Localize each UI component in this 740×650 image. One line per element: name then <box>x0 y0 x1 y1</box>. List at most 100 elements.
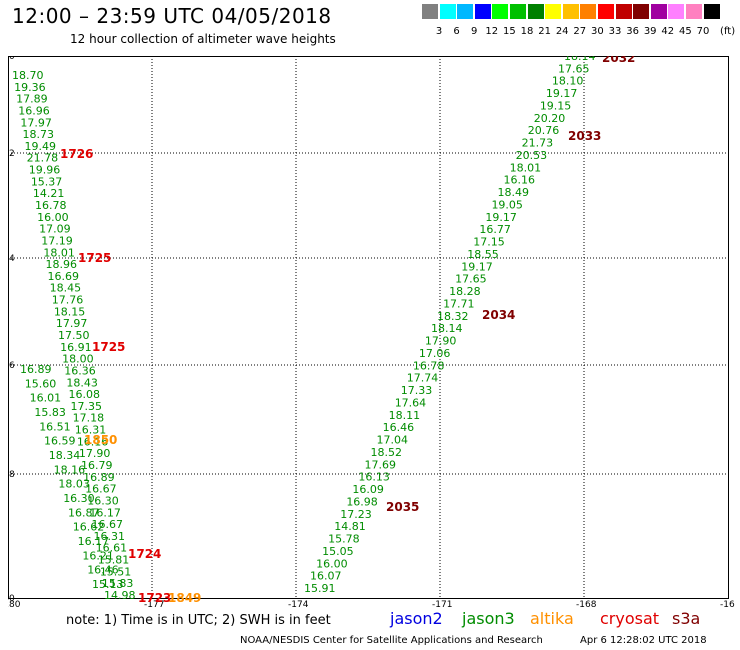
wave-height-value: 17.33 <box>401 384 433 397</box>
colorbar-label: 24 <box>555 26 569 37</box>
colorbar-label: 70 <box>696 26 710 37</box>
wave-height-value: 16.46 <box>383 421 415 434</box>
wave-height-value: 16.91 <box>60 341 92 354</box>
wave-height-value: 17.76 <box>52 294 84 307</box>
wave-height-value: 16.30 <box>63 492 94 505</box>
wave-height-value: 16.21 <box>82 549 114 562</box>
wave-height-value: 15.81 <box>98 554 129 567</box>
wave-height-value: 16.36 <box>64 364 96 377</box>
wave-height-value: 17.65 <box>455 273 487 286</box>
colorbar-swatch <box>615 4 632 19</box>
pass-time-label: 2033 <box>568 129 601 143</box>
footer-note: note: 1) Time is in UTC; 2) SWH is in fe… <box>66 613 331 628</box>
wave-height-value: 17.71 <box>443 297 475 310</box>
wave-height-value: 17.35 <box>71 400 103 413</box>
map-frame <box>8 56 729 599</box>
colorbar-label: 45 <box>679 26 692 37</box>
wave-height-value: 17.50 <box>58 329 90 342</box>
pass-time-label: 1723 <box>138 591 171 605</box>
colorbar-label: 21 <box>538 26 551 37</box>
wave-height-value: 17.04 <box>377 434 409 447</box>
wave-height-value: 16.87 <box>68 506 100 519</box>
wave-height-value: 15.37 <box>31 175 63 188</box>
lon-tick-label: -171 <box>432 600 452 608</box>
wave-height-value: 18.34 <box>49 449 81 462</box>
wave-height-value: 17.15 <box>473 236 505 249</box>
colorbar-swatch <box>474 4 491 19</box>
colorbar-swatch <box>580 4 597 19</box>
wave-height-value: 15.91 <box>304 582 336 595</box>
wave-height-value: 16.31 <box>75 424 107 437</box>
wave-height-value: 16.09 <box>352 483 384 496</box>
wave-height-value: 19.17 <box>461 260 493 273</box>
wave-height-value: 17.18 <box>73 412 105 425</box>
track-left: 18.7019.3617.8916.9617.9718.7319.4921.78… <box>12 69 136 602</box>
pass-time-label: 2035 <box>386 500 419 514</box>
wave-height-value: 21.78 <box>27 152 59 165</box>
colorbar-swatch <box>439 4 456 19</box>
colorbar-swatch <box>650 4 667 19</box>
lat-tick-label: -52 <box>8 149 15 159</box>
wave-height-value: 16.98 <box>346 495 378 508</box>
colorbar-label: 30 <box>591 26 604 37</box>
satellite-legend-jason2: jason2 <box>390 609 443 628</box>
wave-height-value: 16.96 <box>18 104 50 117</box>
satellite-legend-jason3: jason3 <box>462 609 515 628</box>
wave-height-value: 17.90 <box>79 447 111 460</box>
colorbar-swatch <box>527 4 544 19</box>
wave-height-value: 16.01 <box>30 392 61 405</box>
wave-height-value: 16.31 <box>94 530 126 543</box>
pass-time-label: 2032 <box>602 56 635 65</box>
page-subtitle: 12 hour collection of altimeter wave hei… <box>70 32 336 46</box>
satellite-legend-cryosat: cryosat <box>600 609 660 628</box>
wave-height-value: 16.69 <box>48 270 80 283</box>
wave-height-value: 17.06 <box>419 347 451 360</box>
generated-timestamp: Apr 6 12:28:02 UTC 2018 <box>580 635 707 646</box>
wave-height-value: 17.69 <box>364 458 396 471</box>
wave-height-value: 14.98 <box>104 589 136 602</box>
wave-height-value: 18.10 <box>552 75 584 88</box>
lat-tick-label: -50 <box>8 56 15 62</box>
wave-height-value: 16.78 <box>35 199 67 212</box>
colorbar-label: 39 <box>643 26 657 37</box>
lat-tick-label: -60 <box>8 594 15 604</box>
colorbar-swatch <box>686 4 702 19</box>
wave-height-value: 19.36 <box>14 81 46 94</box>
pass-time-label: 1850 <box>84 433 117 447</box>
wave-height-value: 15.83 <box>102 577 134 590</box>
pass-time-label: 1724 <box>128 547 161 561</box>
wave-height-value: 16.62 <box>73 521 105 534</box>
colorbar-label: 6 <box>453 26 460 37</box>
wave-height-value: 16.16 <box>504 174 536 187</box>
wave-height-value: 19.96 <box>29 164 61 177</box>
wave-height-value: 18.14 <box>564 56 596 63</box>
lon-tick-label: -168 <box>576 600 597 608</box>
wave-height-value: 17.23 <box>340 508 372 521</box>
wave-height-value: 21.73 <box>522 137 554 150</box>
colorbar-swatch <box>457 4 474 19</box>
colorbar-label: 42 <box>661 26 675 37</box>
colorbar-label: 3 <box>435 26 443 37</box>
wave-height-value: 18.52 <box>371 446 403 459</box>
wave-height-value: 16.46 <box>87 564 119 577</box>
wave-height-value: 18.14 <box>431 322 463 335</box>
wave-height-value: 16.59 <box>44 435 76 448</box>
pass-time-label: 1725 <box>78 251 111 265</box>
colorbar-swatch <box>545 4 562 19</box>
map-axes: -180 -177 -174 -171 -168 -16 -50 -52 -54 -56 -58 -6… <box>8 56 735 608</box>
satellite-legend-s3a: s3a <box>672 609 701 628</box>
colorbar-swatch <box>422 4 438 19</box>
wave-height-value: 18.03 <box>58 478 90 491</box>
wave-height-value: 20.76 <box>528 124 560 137</box>
wave-height-value: 17.97 <box>56 317 87 330</box>
colorbar-label: 27 <box>573 26 587 37</box>
wave-height-value: 16.13 <box>358 471 390 484</box>
wave-height-value: 16.08 <box>68 388 100 401</box>
wave-height-value: 19.17 <box>546 87 578 100</box>
wave-height-value: 18.16 <box>54 463 86 476</box>
wave-height-value: 18.01 <box>510 161 542 174</box>
wave-height-value: 15.51 <box>100 565 131 578</box>
wave-height-value: 18.70 <box>12 69 44 82</box>
wave-height-value: 18.28 <box>449 285 481 298</box>
